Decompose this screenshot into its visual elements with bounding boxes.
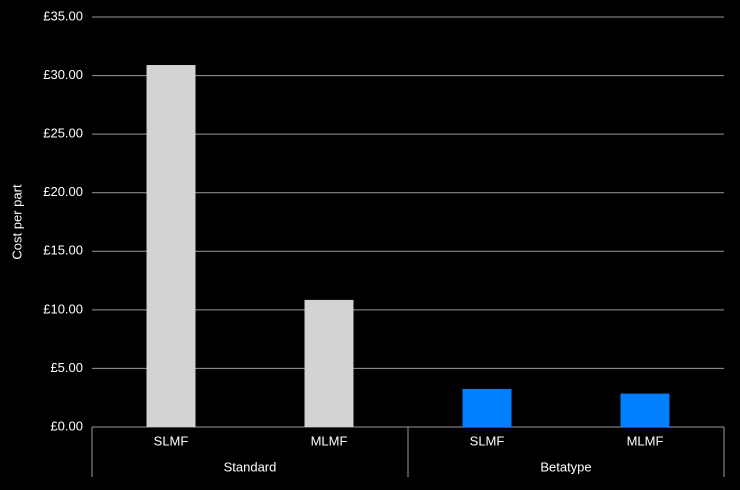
x-tick-label: MLMF [627,433,664,448]
x-tick-label: MLMF [311,433,348,448]
x-tick-label: SLMF [154,433,189,448]
bar [146,65,196,428]
bar [304,299,354,427]
y-tick-label: £0.00 [50,418,83,433]
y-tick-label: £35.00 [43,8,83,23]
y-axis-label: Cost per part [9,184,24,260]
group-label: Standard [224,459,277,474]
y-tick-label: £20.00 [43,184,83,199]
bar [462,388,512,427]
y-tick-label: £15.00 [43,243,83,258]
y-tick-label: £5.00 [50,360,83,375]
y-tick-label: £10.00 [43,301,83,316]
bar [620,393,670,427]
y-tick-label: £25.00 [43,126,83,141]
x-tick-label: SLMF [470,433,505,448]
group-label: Betatype [540,459,591,474]
y-tick-label: £30.00 [43,67,83,82]
